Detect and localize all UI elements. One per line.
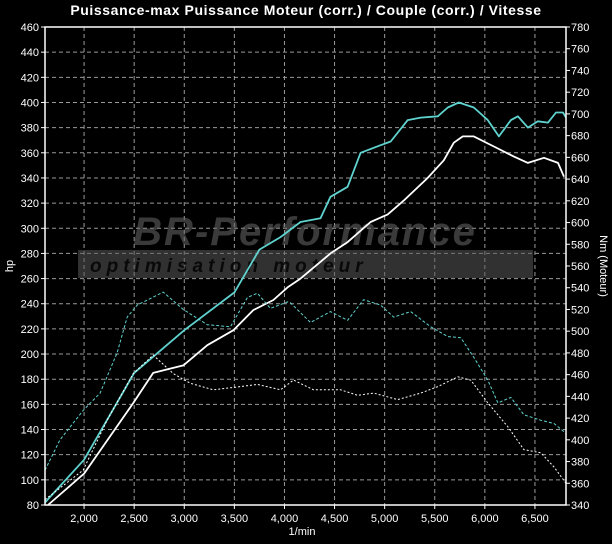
grid — [45, 27, 566, 505]
y-tick-label: 280 — [21, 248, 39, 260]
y2-tick-label: 600 — [571, 218, 589, 230]
y-tick-label: 360 — [21, 148, 39, 160]
y-tick-label: 200 — [21, 349, 39, 361]
y2-tick-label: 340 — [571, 500, 589, 512]
y-tick-label: 160 — [21, 399, 39, 411]
x-tick-label: 4,000 — [271, 513, 299, 525]
y2-tick-label: 580 — [571, 239, 589, 251]
y2-tick-label: 620 — [571, 196, 589, 208]
y-tick-label: 80 — [27, 500, 39, 512]
y2-tick-label: 480 — [571, 348, 589, 360]
watermark-brand: BR-Performance — [133, 210, 477, 254]
axes: 2,000 2,500 3,000 3,500 4,000 4,500 5,000 5,500… — [21, 22, 590, 525]
series-line-4 — [44, 354, 567, 500]
y-tick-label: 260 — [21, 274, 39, 286]
y2-tick-label: 700 — [571, 109, 589, 121]
x-tick-label: 4,500 — [321, 513, 349, 525]
x-tick-label: 3,000 — [171, 513, 199, 525]
y2-axis-label: Nm (Moteur) — [597, 235, 609, 297]
y-tick-label: 420 — [21, 72, 39, 84]
y-tick-label: 180 — [21, 374, 39, 386]
y2-tick-label: 680 — [571, 131, 589, 143]
x-tick-label: 6,000 — [471, 513, 499, 525]
series-line-1 — [44, 101, 567, 504]
y2-tick-label: 560 — [571, 261, 589, 273]
chart-title: Puissance-max Puissance Moteur (corr.) /… — [70, 2, 541, 18]
x-tick-label: 5,500 — [421, 513, 449, 525]
x-axis-label: 1/min — [289, 526, 316, 538]
y-tick-label: 460 — [21, 22, 39, 34]
y-tick-label: 320 — [21, 198, 39, 210]
y-tick-label: 380 — [21, 123, 39, 135]
series-line-2 — [47, 135, 565, 506]
y2-tick-label: 740 — [571, 65, 589, 77]
y-tick-label: 120 — [21, 450, 39, 462]
y2-tick-label: 660 — [571, 152, 589, 164]
y2-tick-label: 500 — [571, 326, 589, 338]
y-tick-label: 100 — [21, 475, 39, 487]
y-tick-label: 220 — [21, 324, 39, 336]
y2-tick-label: 420 — [571, 413, 589, 425]
x-tick-label: 5,000 — [371, 513, 399, 525]
y-tick-label: 240 — [21, 299, 39, 311]
plot-frame — [44, 26, 567, 506]
y2-tick-label: 360 — [571, 478, 589, 490]
y-axis-label: hp — [4, 260, 16, 272]
y-tick-label: 300 — [21, 223, 39, 235]
x-tick-label: 3,500 — [221, 513, 249, 525]
y2-tick-label: 540 — [571, 283, 589, 295]
series-group — [44, 101, 567, 506]
y2-tick-label: 380 — [571, 457, 589, 469]
y-tick-label: 400 — [21, 97, 39, 109]
series-line-3 — [44, 291, 567, 471]
y-tick-label: 340 — [21, 173, 39, 185]
y2-tick-label: 760 — [571, 44, 589, 56]
x-tick-label: 6,500 — [521, 513, 549, 525]
x-tick-label: 2,500 — [120, 513, 148, 525]
y2-tick-label: 520 — [571, 304, 589, 316]
y-tick-label: 440 — [21, 47, 39, 59]
y2-tick-label: 720 — [571, 87, 589, 99]
y2-tick-label: 780 — [571, 22, 589, 34]
y2-tick-label: 400 — [571, 435, 589, 447]
watermark-tagline: optimisation moteur — [90, 256, 368, 277]
y2-tick-label: 460 — [571, 370, 589, 382]
y2-tick-label: 640 — [571, 174, 589, 186]
x-tick-label: 2,000 — [70, 513, 98, 525]
y2-tick-label: 440 — [571, 391, 589, 403]
y-tick-label: 140 — [21, 425, 39, 437]
